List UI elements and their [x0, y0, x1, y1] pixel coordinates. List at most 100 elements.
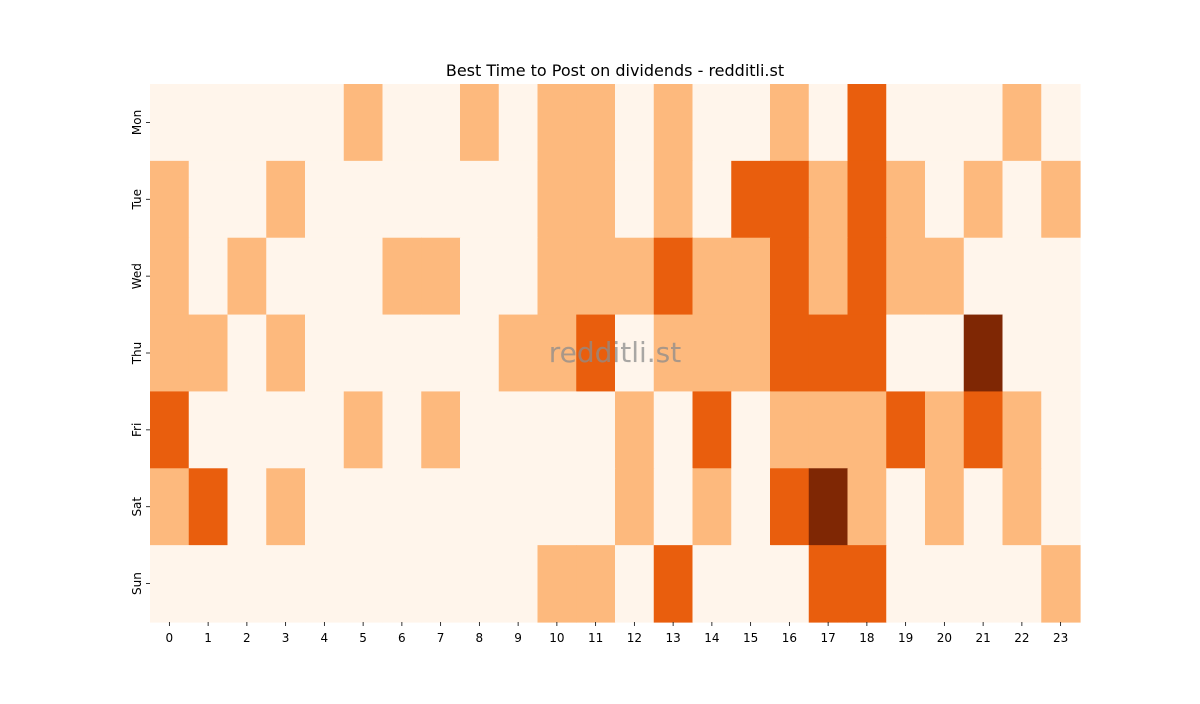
- y-tick-label-fri: Fri: [130, 423, 144, 437]
- heatmap-cell-thu-19: [886, 314, 926, 393]
- heatmap-cell-wed-14: [692, 237, 732, 316]
- x-tick-label-4: 4: [321, 631, 329, 645]
- heatmap-cell-sun-3: [266, 545, 306, 623]
- x-axis: 0 1 2 3 4 5 6 7 8 9 10 11 12 13 14 15 16 17 18 19 20 21 22 23: [166, 622, 1068, 645]
- heatmap-cell-thu-2: [227, 314, 267, 393]
- heatmap-cell-tue-7: [421, 160, 461, 239]
- heatmap-cell-thu-5: [343, 314, 384, 393]
- x-tick-label-5: 5: [359, 631, 367, 645]
- x-tick-label-3: 3: [282, 631, 290, 645]
- heatmap-cell-thu-14: [692, 314, 732, 393]
- heatmap-cell-sun-7: [421, 545, 461, 623]
- x-tick-label-7: 7: [437, 631, 445, 645]
- heatmap-cell-wed-1: [188, 237, 229, 316]
- heatmap-cell-wed-22: [1002, 237, 1042, 316]
- heatmap-cell-tue-11: [576, 160, 616, 239]
- heatmap-cell-wed-13: [653, 237, 694, 316]
- heatmap-cell-sat-19: [886, 468, 926, 546]
- heatmap-cell-sun-21: [963, 545, 1004, 623]
- heatmap-cell-tue-12: [615, 160, 655, 239]
- heatmap-cell-mon-23: [1041, 84, 1081, 162]
- x-tick-label-1: 1: [204, 631, 212, 645]
- heatmap-cell-wed-7: [421, 237, 461, 316]
- heatmap-cell-tue-3: [266, 160, 306, 239]
- heatmap-cell-thu-20: [925, 314, 965, 393]
- heatmap-cell-sat-5: [343, 468, 384, 546]
- heatmap-cell-sun-12: [615, 545, 655, 623]
- x-tick-label-2: 2: [243, 631, 251, 645]
- watermark-text: redditli.st: [549, 336, 681, 369]
- heatmap-cell-sat-8: [460, 468, 500, 546]
- heatmap-cell-tue-0: [150, 160, 190, 239]
- heatmap-cell-sat-22: [1002, 468, 1042, 546]
- heatmap-cell-fri-14: [692, 391, 732, 469]
- x-tick-label-18: 18: [859, 631, 874, 645]
- heatmap-cell-sat-13: [653, 468, 694, 546]
- heatmap-cell-wed-8: [460, 237, 500, 316]
- x-tick-label-22: 22: [1014, 631, 1029, 645]
- heatmap-cell-wed-0: [150, 237, 190, 316]
- x-tick-label-6: 6: [398, 631, 406, 645]
- heatmap-cell-mon-12: [615, 84, 655, 162]
- heatmap-cell-tue-2: [227, 160, 267, 239]
- heatmap-cell-mon-0: [150, 84, 190, 162]
- heatmap-cell-sun-5: [343, 545, 384, 623]
- heatmap-cell-sun-16: [770, 545, 810, 623]
- heatmap-cell-wed-5: [343, 237, 384, 316]
- x-tick-label-20: 20: [937, 631, 952, 645]
- heatmap-cell-sat-3: [266, 468, 306, 546]
- heatmap-cell-mon-20: [925, 84, 965, 162]
- heatmap-cell-sun-9: [498, 545, 539, 623]
- heatmap-cell-fri-20: [925, 391, 965, 469]
- heatmap-cell-wed-6: [382, 237, 422, 316]
- x-tick-label-11: 11: [588, 631, 603, 645]
- x-tick-label-21: 21: [975, 631, 990, 645]
- heatmap-cell-sun-2: [227, 545, 267, 623]
- heatmap-cell-thu-16: [770, 314, 810, 393]
- heatmap-cell-mon-13: [653, 84, 694, 162]
- heatmap-cell-wed-19: [886, 237, 926, 316]
- x-tick-label-0: 0: [166, 631, 174, 645]
- heatmap-cell-fri-19: [886, 391, 926, 469]
- heatmap-cell-sun-14: [692, 545, 732, 623]
- heatmap-cell-tue-13: [653, 160, 694, 239]
- x-tick-label-17: 17: [820, 631, 835, 645]
- heatmap-cell-sun-22: [1002, 545, 1042, 623]
- heatmap-cell-fri-10: [537, 391, 577, 469]
- heatmap-cell-tue-14: [692, 160, 732, 239]
- x-tick-label-16: 16: [782, 631, 797, 645]
- heatmap-cell-wed-3: [266, 237, 306, 316]
- heatmap-cell-mon-21: [963, 84, 1004, 162]
- heatmap-cell-sat-11: [576, 468, 616, 546]
- heatmap-cell-thu-1: [188, 314, 229, 393]
- heatmap-cell-tue-15: [731, 160, 771, 239]
- heatmap-cell-fri-1: [188, 391, 229, 469]
- heatmap-cell-mon-6: [382, 84, 422, 162]
- heatmap-cell-sun-10: [537, 545, 577, 623]
- heatmap-cell-thu-9: [498, 314, 539, 393]
- heatmap-cell-sun-23: [1041, 545, 1081, 623]
- heatmap-cell-wed-20: [925, 237, 965, 316]
- heatmap-cell-wed-18: [847, 237, 887, 316]
- heatmap-cell-mon-3: [266, 84, 306, 162]
- heatmap-cell-thu-18: [847, 314, 887, 393]
- heatmap-cell-wed-23: [1041, 237, 1081, 316]
- heatmap-cell-thu-4: [305, 314, 345, 393]
- heatmap-cell-fri-6: [382, 391, 422, 469]
- heatmap-cell-fri-0: [150, 391, 190, 469]
- heatmap-cell-sat-15: [731, 468, 771, 546]
- heatmap-cell-thu-7: [421, 314, 461, 393]
- heatmap-cell-fri-15: [731, 391, 771, 469]
- x-tick-label-23: 23: [1053, 631, 1068, 645]
- heatmap-cell-wed-4: [305, 237, 345, 316]
- heatmap-cell-tue-4: [305, 160, 345, 239]
- heatmap-cell-tue-19: [886, 160, 926, 239]
- heatmap-cells: [150, 84, 1081, 623]
- heatmap-cell-sat-23: [1041, 468, 1081, 546]
- heatmap-cell-sun-17: [808, 545, 849, 623]
- heatmap-cell-mon-17: [808, 84, 849, 162]
- heatmap-cell-sat-10: [537, 468, 577, 546]
- heatmap-cell-thu-17: [808, 314, 849, 393]
